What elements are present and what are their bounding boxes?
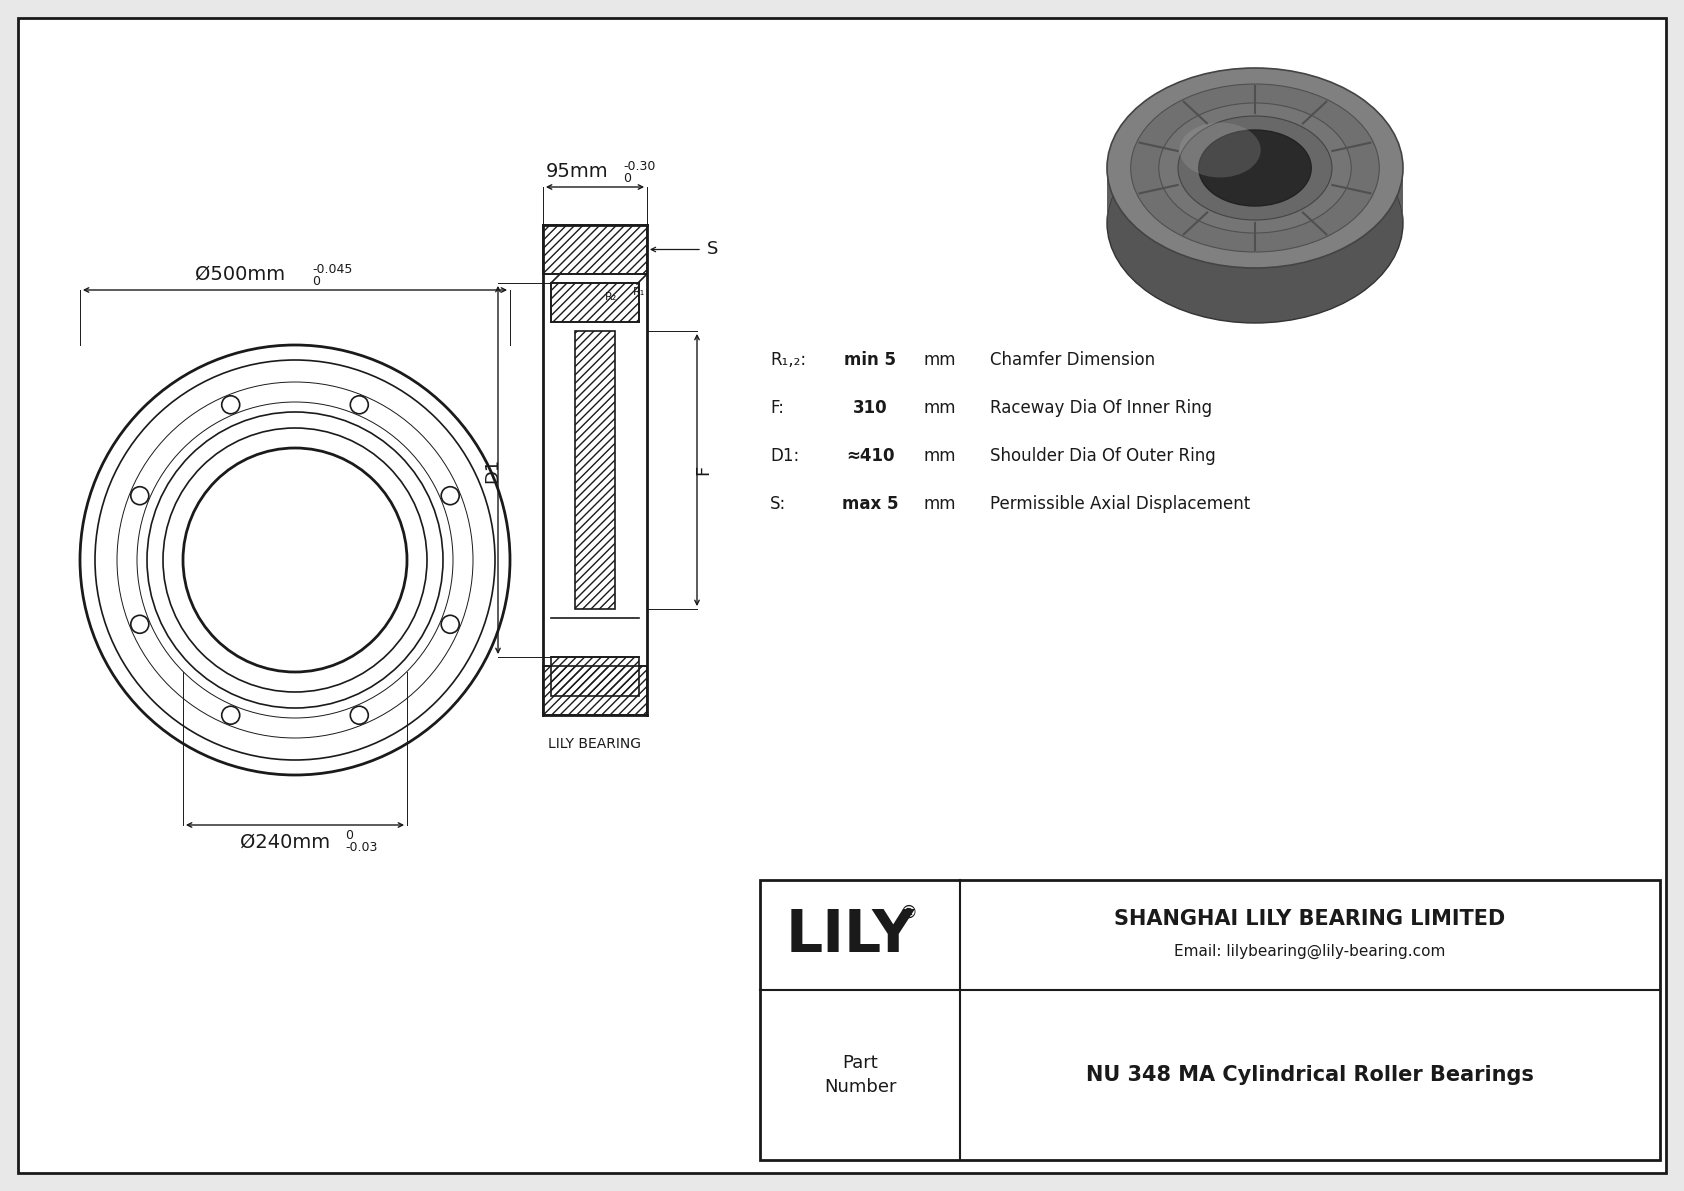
Ellipse shape [1179, 116, 1332, 220]
Text: max 5: max 5 [842, 495, 898, 513]
Text: -0.03: -0.03 [345, 841, 377, 854]
Text: Part
Number: Part Number [823, 1054, 896, 1097]
Text: R₁,₂:: R₁,₂: [770, 351, 807, 369]
Text: Ø240mm: Ø240mm [239, 833, 330, 852]
Text: R₁: R₁ [633, 287, 645, 297]
Text: 0: 0 [312, 275, 320, 288]
Text: S:: S: [770, 495, 786, 513]
Text: mm: mm [925, 447, 957, 464]
Text: LILY BEARING: LILY BEARING [549, 737, 642, 752]
Text: -0.30: -0.30 [623, 160, 655, 173]
Ellipse shape [1130, 85, 1379, 252]
Text: 95mm: 95mm [546, 162, 608, 181]
Bar [574, 331, 615, 609]
Bar [551, 657, 638, 696]
Text: Chamfer Dimension: Chamfer Dimension [990, 351, 1155, 369]
Text: mm: mm [925, 399, 957, 417]
Text: SHANGHAI LILY BEARING LIMITED: SHANGHAI LILY BEARING LIMITED [1115, 909, 1505, 929]
Text: R₂: R₂ [605, 292, 616, 303]
Ellipse shape [1106, 68, 1403, 268]
Text: D1:: D1: [770, 447, 800, 464]
Text: mm: mm [925, 495, 957, 513]
Text: Raceway Dia Of Inner Ring: Raceway Dia Of Inner Ring [990, 399, 1212, 417]
Bar [542, 666, 647, 715]
Text: Email: lilybearing@lily-bearing.com: Email: lilybearing@lily-bearing.com [1174, 943, 1445, 959]
Text: min 5: min 5 [844, 351, 896, 369]
Text: -0.045: -0.045 [312, 263, 352, 276]
Bar [542, 666, 647, 715]
Bar [542, 225, 647, 274]
Text: Shoulder Dia Of Outer Ring: Shoulder Dia Of Outer Ring [990, 447, 1216, 464]
Text: Ø500mm: Ø500mm [195, 266, 285, 283]
Text: LILY: LILY [785, 906, 914, 964]
Text: 310: 310 [852, 399, 887, 417]
Text: 0: 0 [345, 829, 354, 842]
Text: mm: mm [925, 351, 957, 369]
Bar [542, 225, 647, 274]
Ellipse shape [1159, 102, 1351, 233]
Bar [551, 283, 638, 322]
Text: F: F [694, 464, 712, 475]
Text: F:: F: [770, 399, 785, 417]
Ellipse shape [1199, 130, 1312, 206]
Text: D1: D1 [483, 457, 502, 482]
Polygon shape [1106, 68, 1403, 223]
Ellipse shape [1179, 123, 1261, 177]
Text: ≈410: ≈410 [845, 447, 894, 464]
Ellipse shape [1106, 123, 1403, 323]
Text: S: S [707, 241, 719, 258]
Bar [759, 880, 1660, 1160]
Bar [551, 657, 638, 696]
Bar [551, 283, 638, 322]
Text: 0: 0 [623, 172, 632, 185]
Text: Permissible Axial Displacement: Permissible Axial Displacement [990, 495, 1250, 513]
Bar [574, 331, 615, 609]
Text: ®: ® [899, 904, 918, 922]
Text: NU 348 MA Cylindrical Roller Bearings: NU 348 MA Cylindrical Roller Bearings [1086, 1065, 1534, 1085]
